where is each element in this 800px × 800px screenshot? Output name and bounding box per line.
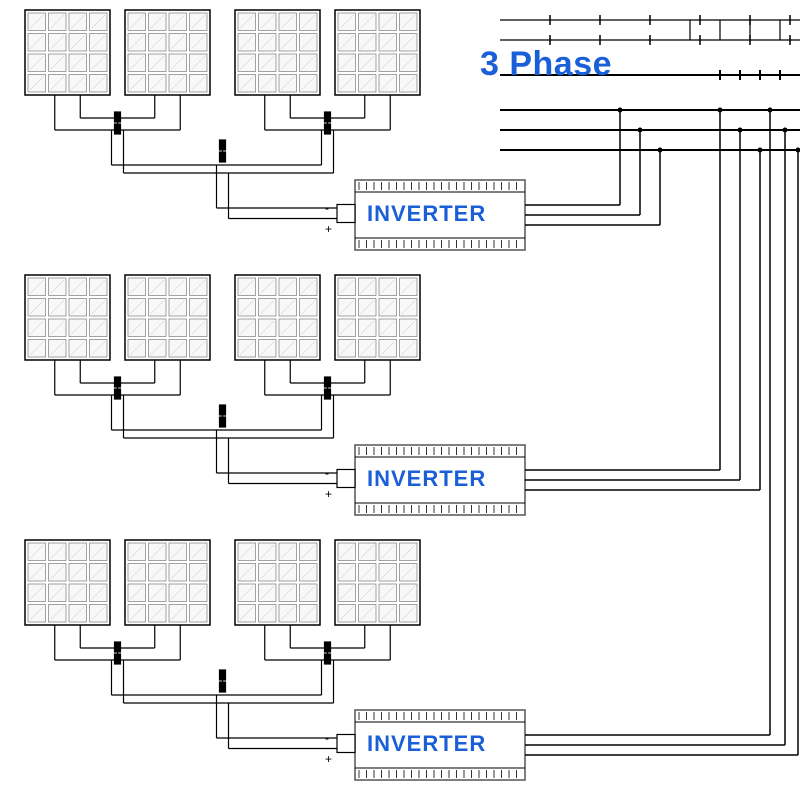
inverter-label: INVERTER bbox=[367, 201, 486, 227]
phase-title: 3 Phase bbox=[480, 45, 612, 84]
terminal-pos: + bbox=[325, 222, 332, 236]
diagram-canvas: 3 Phase INVERTER - + INVERTER - + INVERTER - + bbox=[0, 0, 800, 800]
terminal-neg: - bbox=[325, 201, 329, 215]
terminal-neg: - bbox=[325, 466, 329, 480]
inverter-label: INVERTER bbox=[367, 731, 486, 757]
inverter-label: INVERTER bbox=[367, 466, 486, 492]
terminal-pos: + bbox=[325, 752, 332, 766]
terminal-pos: + bbox=[325, 487, 332, 501]
terminal-neg: - bbox=[325, 731, 329, 745]
wiring-svg bbox=[0, 0, 800, 800]
